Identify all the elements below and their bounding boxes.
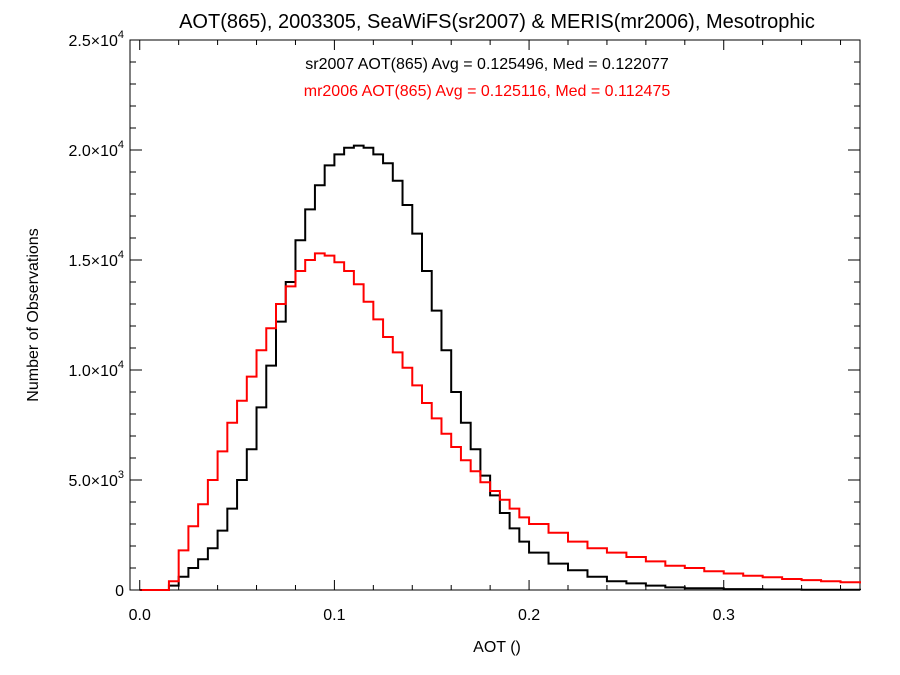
plot-area bbox=[129, 39, 861, 591]
y-axis-label: Number of Observations bbox=[25, 228, 42, 401]
x-tick-label: 0.3 bbox=[713, 607, 735, 624]
y-tick-label: 1.0×104 bbox=[68, 359, 124, 380]
y-tick-label: 1.5×104 bbox=[68, 249, 124, 270]
series-line-1 bbox=[139, 252, 861, 591]
y-tick-label: 2.5×104 bbox=[68, 29, 124, 50]
series-line-0 bbox=[139, 144, 861, 591]
x-axis-label: AOT () bbox=[473, 639, 521, 656]
y-tick-label: 2.0×104 bbox=[68, 139, 124, 160]
y-tick-label: 5.0×103 bbox=[68, 469, 124, 490]
tick-layer bbox=[130, 39, 860, 591]
annotation-sr2007: sr2007 AOT(865) Avg = 0.125496, Med = 0.… bbox=[305, 56, 669, 73]
y-tick-labels: 0 5.0×103 1.0×104 1.5×104 2.0×104 2.5×104 bbox=[68, 29, 124, 600]
x-tick-labels: 0.0 0.1 0.2 0.3 bbox=[129, 607, 735, 624]
chart-title: AOT(865), 2003305, SeaWiFS(sr2007) & MER… bbox=[179, 11, 815, 33]
series-layer bbox=[139, 144, 861, 591]
annotation-mr2006: mr2006 AOT(865) Avg = 0.125116, Med = 0.… bbox=[304, 83, 671, 100]
x-tick-label: 0.0 bbox=[129, 607, 151, 624]
y-tick-label: 0 bbox=[115, 583, 124, 600]
plot-frame bbox=[129, 39, 861, 591]
x-tick-label: 0.2 bbox=[518, 607, 540, 624]
x-tick-label: 0.1 bbox=[323, 607, 345, 624]
